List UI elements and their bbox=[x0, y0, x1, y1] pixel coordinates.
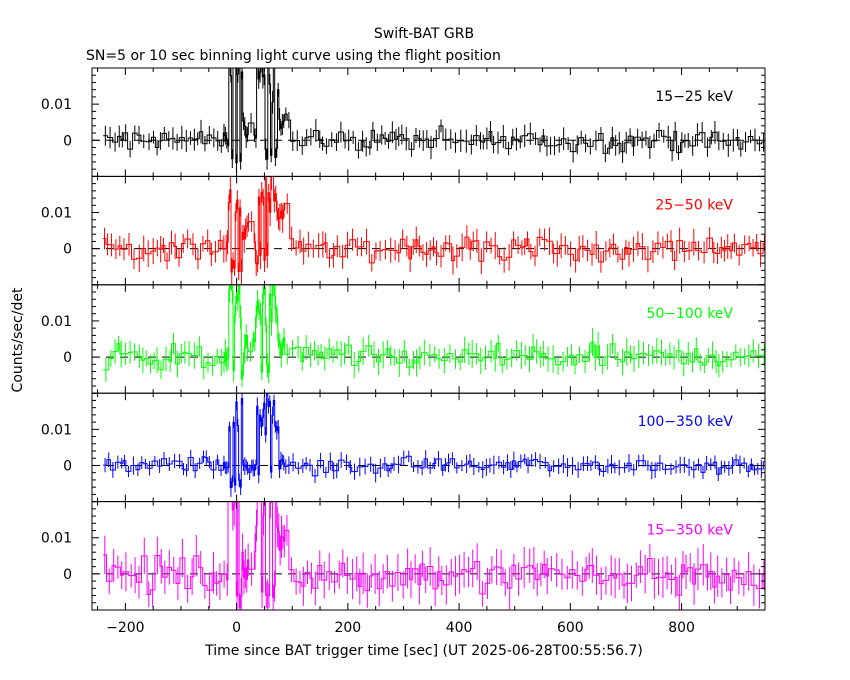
step-line bbox=[103, 284, 765, 380]
band-label: 15−350 keV bbox=[646, 523, 733, 539]
band-label: 25−50 keV bbox=[655, 197, 733, 213]
x-tick-label: 400 bbox=[446, 620, 473, 636]
y-tick-label: 0 bbox=[63, 567, 72, 583]
panel-3: 0 0.01 50−100 keV bbox=[41, 284, 766, 394]
band-label: 100−350 keV bbox=[638, 414, 734, 430]
panel-frame bbox=[91, 284, 766, 394]
band-label: 15−25 keV bbox=[655, 89, 733, 105]
panels-group: 0 0.01 15−25 keV 0 0.01 25−50 keV 0 0.01 50−100 … bbox=[41, 67, 766, 636]
y-tick-label: 0.01 bbox=[41, 314, 72, 330]
series-15-25-kev bbox=[103, 68, 765, 172]
series-25-50-kev bbox=[103, 176, 765, 285]
x-tick-label: 600 bbox=[557, 620, 584, 636]
panel-frame bbox=[91, 392, 766, 503]
y-axis-label: Counts/sec/det bbox=[10, 287, 26, 392]
panel-4: 0 0.01 100−350 keV bbox=[41, 392, 766, 503]
band-label: 50−100 keV bbox=[646, 306, 733, 322]
x-axis-label: Time since BAT trigger time [sec] (UT 20… bbox=[204, 643, 643, 659]
series-50-100-kev bbox=[103, 284, 765, 388]
y-tick-label: 0 bbox=[63, 458, 72, 474]
step-line bbox=[103, 501, 765, 608]
x-tick-label: 0 bbox=[232, 620, 241, 636]
panel-1: 0 0.01 15−25 keV bbox=[41, 67, 766, 177]
series-15-350-kev bbox=[103, 501, 765, 611]
series-100-350-kev bbox=[103, 393, 765, 497]
y-tick-label: 0 bbox=[63, 350, 72, 366]
x-tick-label: 800 bbox=[668, 620, 695, 636]
step-line bbox=[103, 176, 765, 273]
y-tick-label: 0.01 bbox=[41, 97, 72, 113]
y-tick-label: 0.01 bbox=[41, 531, 72, 547]
y-tick-label: 0.01 bbox=[41, 206, 72, 222]
y-tick-label: 0 bbox=[63, 133, 72, 149]
x-tick-label: −200 bbox=[106, 620, 144, 636]
panel-frame bbox=[91, 67, 766, 177]
x-tick-label: 200 bbox=[334, 620, 361, 636]
panel-frame bbox=[91, 175, 766, 286]
step-line bbox=[103, 393, 765, 489]
panel-frame bbox=[91, 501, 766, 611]
panel-2: 0 0.01 25−50 keV bbox=[41, 175, 766, 286]
chart-title: Swift-BAT GRB bbox=[374, 26, 474, 42]
chart-subtitle: SN=5 or 10 sec binning light curve using… bbox=[86, 48, 501, 64]
panel-5: 0 0.01 15−350 keV bbox=[41, 501, 766, 611]
y-tick-label: 0.01 bbox=[41, 422, 72, 438]
y-tick-label: 0 bbox=[63, 242, 72, 258]
